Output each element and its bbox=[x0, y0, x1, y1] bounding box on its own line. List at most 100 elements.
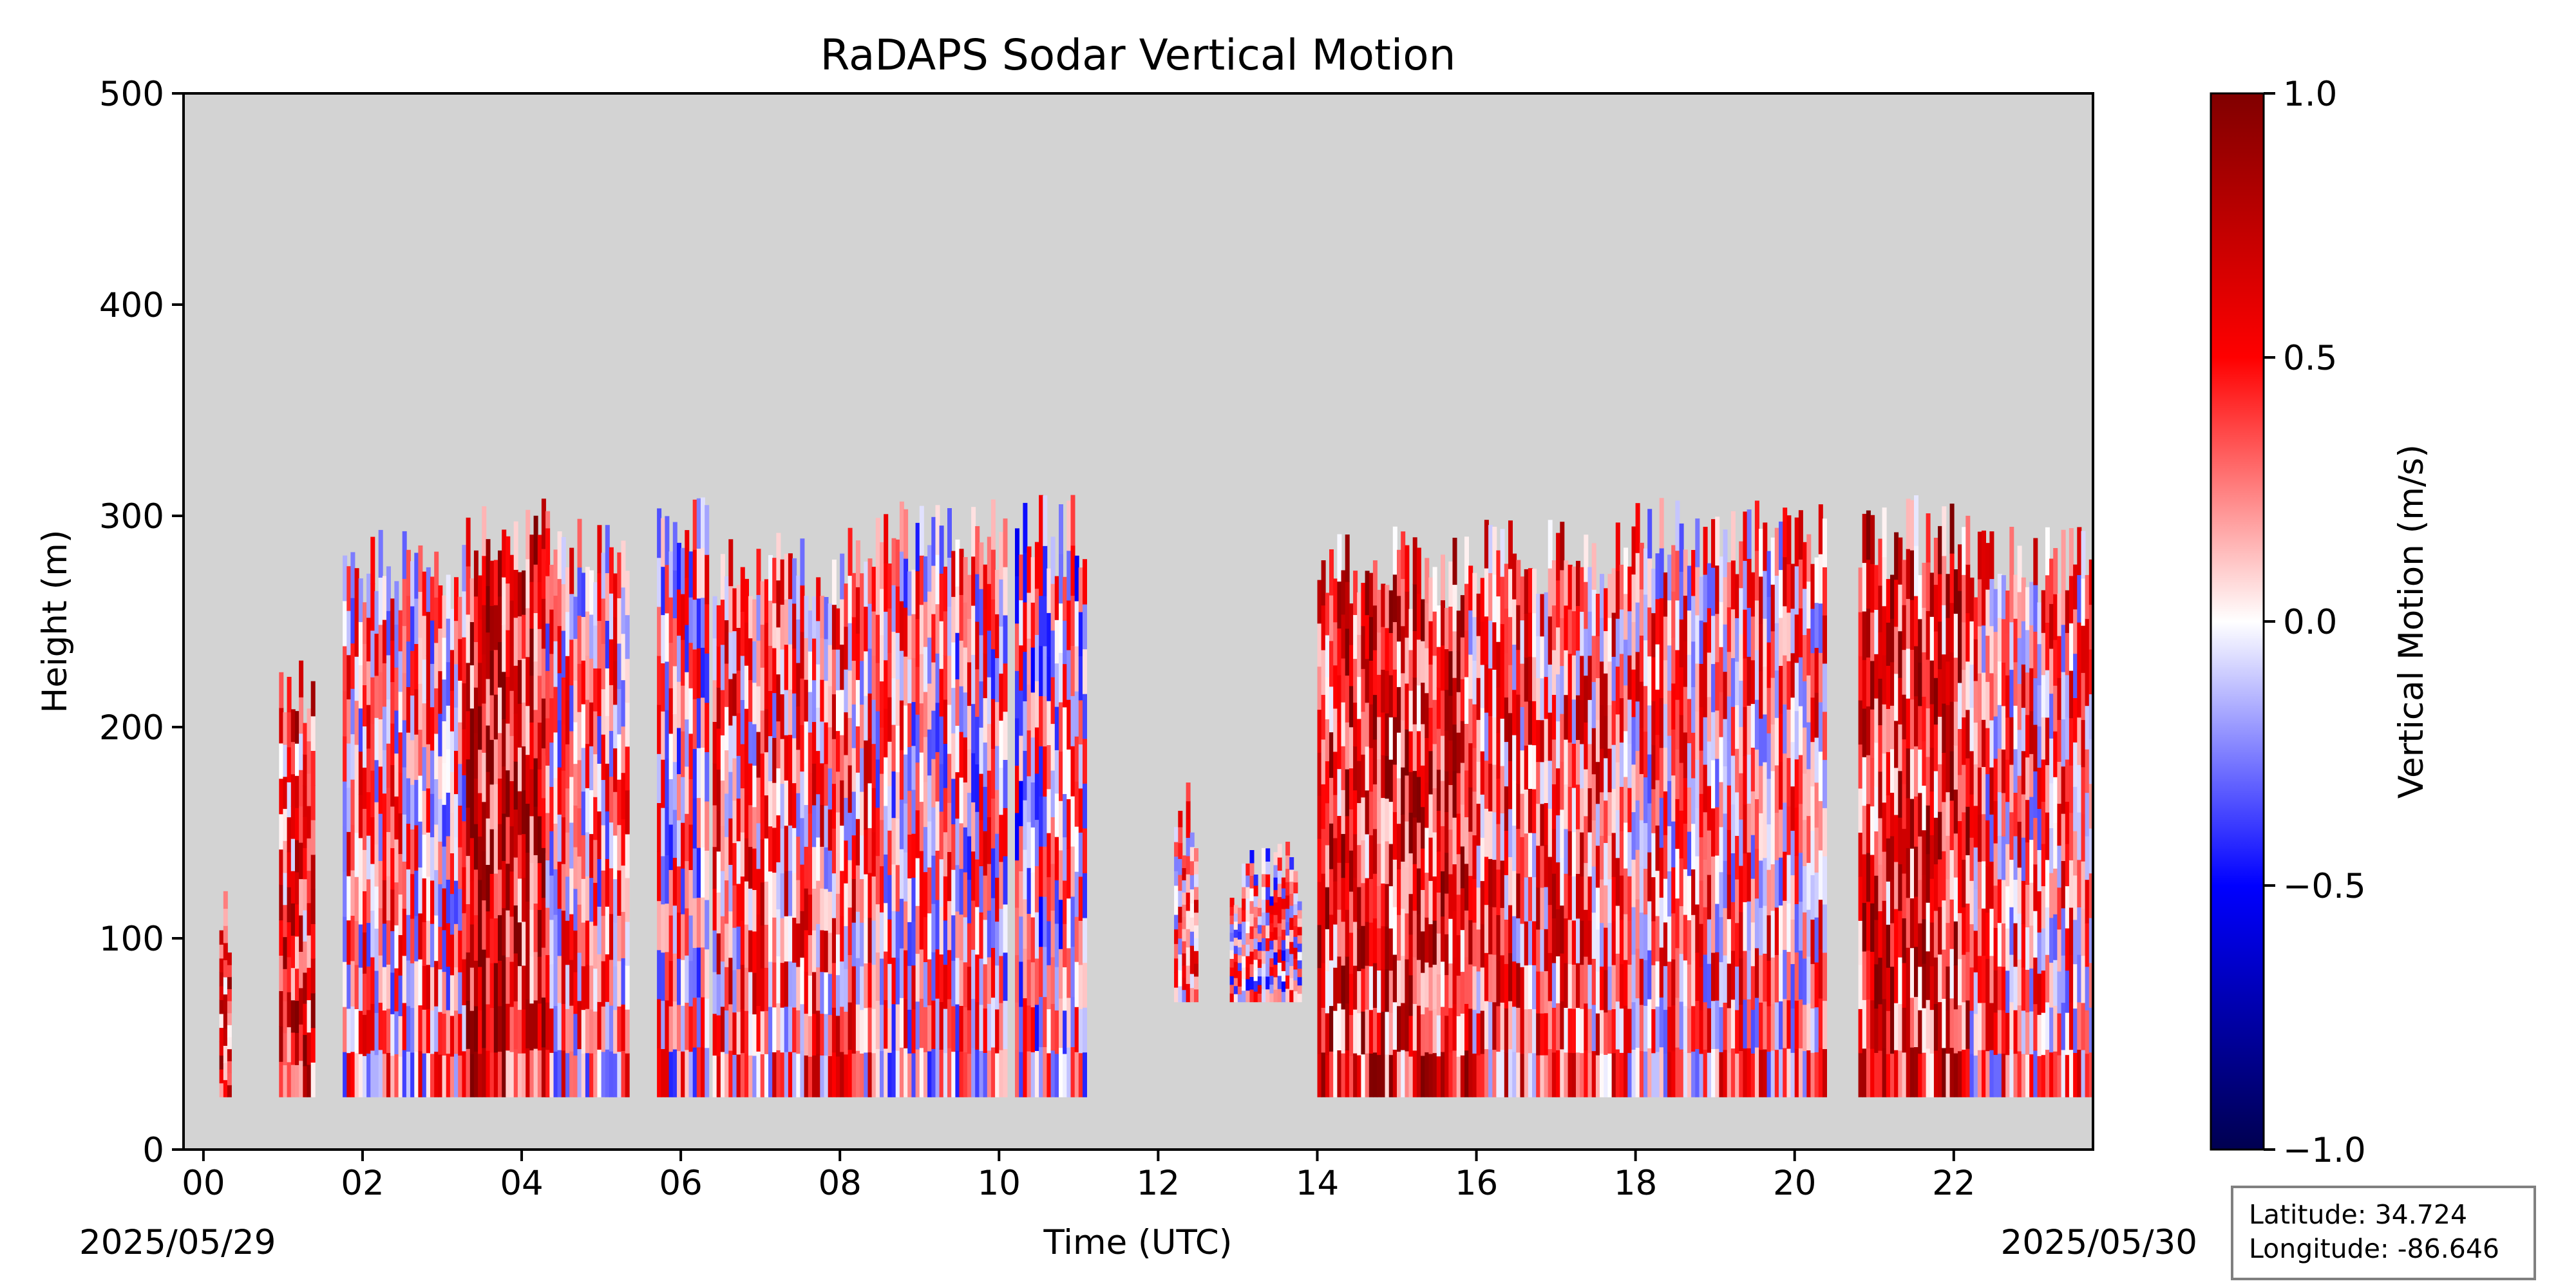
heatmap-cell bbox=[366, 573, 372, 618]
heatmap-cell bbox=[705, 998, 710, 1048]
heatmap-cell bbox=[855, 1004, 860, 1051]
heatmap-cell bbox=[609, 776, 614, 823]
heatmap-cell bbox=[2077, 1049, 2082, 1097]
heatmap-cell bbox=[1544, 971, 1549, 1014]
heatmap-cell bbox=[422, 922, 427, 966]
heatmap-cell bbox=[1039, 746, 1044, 797]
heatmap-cell bbox=[1918, 923, 1923, 967]
heatmap-cell bbox=[553, 823, 558, 869]
heatmap-cell bbox=[509, 826, 515, 872]
heatmap-cell bbox=[489, 828, 495, 874]
heatmap-cell bbox=[2001, 792, 2006, 837]
heatmap-cell bbox=[1182, 952, 1187, 966]
heatmap-cell bbox=[1564, 873, 1569, 919]
heatmap-cell bbox=[2053, 1051, 2058, 1097]
heatmap-cell bbox=[1178, 938, 1183, 955]
heatmap-cell bbox=[728, 864, 734, 912]
heatmap-cell bbox=[458, 680, 463, 723]
heatmap-cell bbox=[792, 648, 797, 694]
heatmap-cell bbox=[884, 611, 889, 661]
heatmap-cell bbox=[1397, 869, 1401, 915]
heatmap-cell bbox=[1504, 786, 1509, 831]
heatmap-cell bbox=[307, 934, 312, 968]
heatmap-cell bbox=[748, 971, 753, 1014]
heatmap-cell bbox=[1766, 1005, 1772, 1052]
heatmap-cell bbox=[422, 746, 427, 791]
heatmap-cell bbox=[1472, 791, 1477, 836]
heatmap-cell bbox=[526, 754, 531, 804]
heatmap-cell bbox=[724, 880, 730, 924]
heatmap-cell bbox=[1929, 747, 1935, 792]
heatmap-cell bbox=[1046, 788, 1052, 833]
heatmap-cell bbox=[1624, 639, 1629, 686]
heatmap-cell bbox=[1894, 673, 1899, 721]
heatmap-cell bbox=[565, 920, 570, 965]
heatmap-cell bbox=[1297, 976, 1302, 986]
heatmap-cell bbox=[1337, 956, 1342, 1004]
heatmap-cell bbox=[1965, 612, 1971, 662]
heatmap-cell bbox=[366, 1053, 372, 1097]
heatmap-cell bbox=[1441, 735, 1445, 781]
heatmap-cell bbox=[2017, 821, 2022, 868]
heatmap-cell bbox=[1189, 875, 1195, 890]
heatmap-cell bbox=[875, 566, 880, 615]
heatmap-cell bbox=[740, 743, 745, 789]
heatmap-cell bbox=[1711, 904, 1716, 953]
heatmap-cell bbox=[1059, 800, 1063, 851]
data-segment bbox=[657, 497, 710, 1097]
heatmap-cell bbox=[1703, 717, 1708, 765]
heatmap-cell bbox=[931, 806, 936, 856]
heatmap-cell bbox=[442, 1055, 447, 1097]
heatmap-cell bbox=[1571, 611, 1577, 656]
heatmap-cell bbox=[1269, 984, 1274, 994]
heatmap-cell bbox=[975, 764, 980, 812]
heatmap-cell bbox=[1806, 909, 1812, 957]
heatmap-cell bbox=[820, 638, 825, 680]
heatmap-cell bbox=[1675, 799, 1680, 849]
heatmap-cell bbox=[1337, 674, 1342, 723]
heatmap-cell bbox=[931, 1000, 936, 1049]
heatmap-cell bbox=[1929, 791, 1935, 835]
heatmap-cell bbox=[875, 1048, 880, 1097]
heatmap-cell bbox=[394, 581, 399, 625]
heatmap-cell bbox=[1416, 959, 1421, 1006]
heatmap-cell bbox=[1464, 770, 1469, 817]
heatmap-cell bbox=[1015, 717, 1019, 766]
heatmap-cell bbox=[486, 818, 491, 865]
heatmap-cell bbox=[1492, 1001, 1497, 1050]
heatmap-cell bbox=[418, 729, 423, 776]
heatmap-cell bbox=[1436, 1056, 1441, 1097]
heatmap-cell bbox=[1321, 694, 1326, 740]
heatmap-cell bbox=[418, 959, 423, 1006]
heatmap-cell bbox=[1823, 1048, 1827, 1097]
heatmap-cell bbox=[904, 656, 909, 706]
heatmap-cell bbox=[1441, 781, 1445, 826]
heatmap-cell bbox=[1997, 748, 2002, 793]
heatmap-cell bbox=[1436, 605, 1441, 647]
heatmap-cell bbox=[1484, 760, 1489, 809]
heatmap-cell bbox=[1281, 971, 1286, 982]
heatmap-cell bbox=[1500, 670, 1505, 719]
heatmap-cell bbox=[1803, 866, 1808, 913]
heatmap-cell bbox=[672, 761, 677, 810]
heatmap-cell bbox=[2061, 813, 2066, 861]
heatmap-cell bbox=[764, 622, 769, 667]
heatmap-cell bbox=[1727, 829, 1732, 875]
heatmap-cell bbox=[1293, 893, 1298, 905]
heatmap-cell bbox=[1416, 593, 1421, 640]
heatmap-cell bbox=[1448, 561, 1454, 607]
heatmap-cell bbox=[971, 851, 976, 901]
heatmap-cell bbox=[1989, 578, 1994, 627]
heatmap-cell bbox=[1544, 844, 1549, 887]
heatmap-cell bbox=[995, 921, 1000, 966]
heatmap-cell bbox=[601, 824, 606, 871]
heatmap-cell bbox=[840, 689, 845, 735]
heatmap-cell bbox=[1408, 853, 1414, 895]
heatmap-cell bbox=[1381, 583, 1386, 627]
heatmap-cell bbox=[1194, 873, 1198, 887]
heatmap-cell bbox=[1962, 811, 1967, 860]
heatmap-cell bbox=[1425, 782, 1430, 828]
heatmap-cell bbox=[867, 782, 873, 828]
heatmap-cell bbox=[489, 1007, 495, 1053]
heatmap-cell bbox=[1544, 928, 1549, 971]
